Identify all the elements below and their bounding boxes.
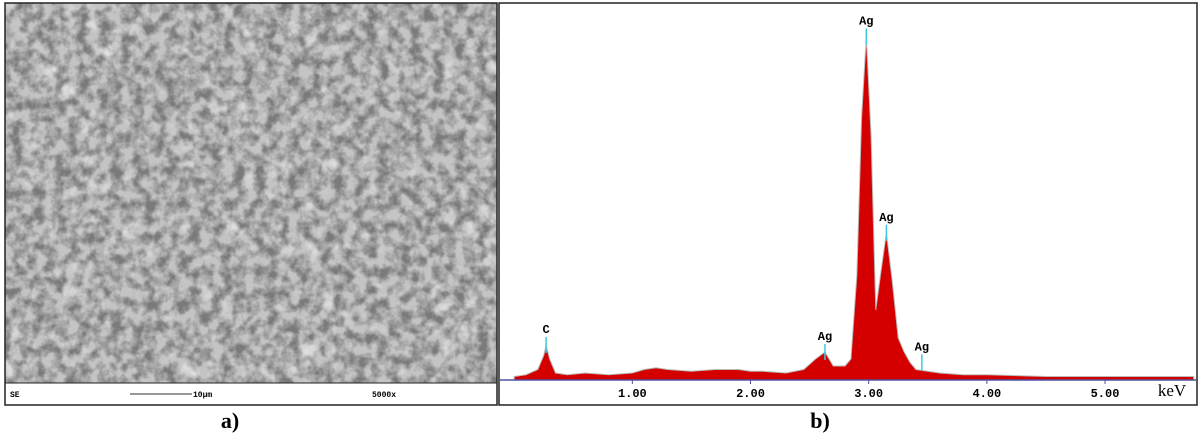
- spectrum-area: [513, 36, 1195, 381]
- panel-label: a): [221, 408, 239, 433]
- x-tick-label: 2.00: [736, 387, 765, 401]
- scale-label: 10μm: [193, 391, 212, 400]
- x-tick-label: 1.00: [618, 387, 647, 401]
- x-axis-label: keV: [1158, 381, 1187, 400]
- sem-panel: SE 10μm 5000x a): [4, 2, 498, 433]
- x-tick-label: 5.00: [1091, 387, 1120, 401]
- sem-info-bar: [4, 382, 498, 406]
- peak-label: Ag: [859, 15, 873, 29]
- detector: SE: [10, 391, 20, 400]
- peak-label: Ag: [915, 340, 929, 354]
- x-tick-label: 3.00: [854, 387, 883, 401]
- magnification: 5000x: [372, 391, 396, 400]
- peak-label: C: [542, 323, 549, 337]
- x-tick-label: 4.00: [972, 387, 1001, 401]
- sem-highlights: [5, 3, 497, 383]
- peak-label: Ag: [879, 211, 893, 225]
- peak-label: Ag: [818, 330, 832, 344]
- panel-label: b): [810, 408, 830, 433]
- sem-frame: [4, 2, 498, 406]
- spectrum-frame: [498, 2, 1198, 406]
